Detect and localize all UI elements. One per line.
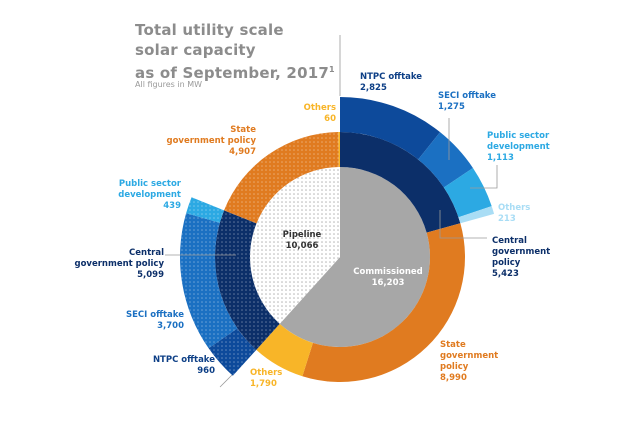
leader-line [219,374,233,388]
outer-slice-pipeline-ntpc-offtake-pattern [208,328,257,376]
label-pipeline-central: Central government policy 5,099 [74,248,165,280]
middle-slice-commissioned-central-government-policy [340,132,461,233]
label-pipeline-public-sector: Public sector development 439 [118,179,181,211]
label-pipeline-seci: SECI offtake 3,700 [125,310,184,331]
outer-slice-pipeline-seci-offtake-pattern [180,213,238,349]
label-commissioned-seci: SECI offtake 1,275 [438,91,497,112]
middle-slice-commissioned-state-government-policy [302,223,465,382]
leader-line [439,210,487,239]
outer-slice-commissioned-seci-offtake [418,132,473,188]
outer-slice-pipeline-public-sector-development-pattern [186,197,225,223]
middle-slice-pipeline-others-pattern [338,132,340,168]
leader-line [470,165,498,189]
label-commissioned-central: Central government policy 5,423 [492,236,551,279]
label-commissioned-ntpc: NTPC offtake 2,825 [360,72,423,93]
label-commissioned: Commissioned 16,203 [353,267,423,288]
label-commissioned-public-sector: Public sector development 1,113 [487,131,550,163]
outer-slice-commissioned-public-sector-development [443,167,492,218]
inner-slice-commissioned [279,167,430,348]
outer-slice-commissioned-others [458,206,495,224]
label-pipeline: Pipeline 10,066 [282,230,322,251]
label-pipeline-others: Others 60 [303,103,336,124]
middle-slice-pipeline-state-government-policy-pattern [224,132,339,224]
label-commissioned-others: Others 1,790 [250,368,283,389]
label-pipeline-state: State government policy 4,907 [166,125,257,157]
label-pipeline-ntpc: NTPC offtake 960 [152,355,215,376]
label-commissioned-state: State government policy 8,990 [440,340,499,383]
middle-slice-commissioned-others [256,323,313,377]
inner-slice-pipeline [250,167,340,324]
chart-title: Total utility scale solar capacity as of S… [135,21,335,82]
chart-subtitle: All figures in MW [135,80,203,89]
outer-slice-commissioned-ntpc-offtake [340,97,441,160]
label-commissioned-others-outer: Others 213 [498,203,531,224]
middle-slice-pipeline-central-government-policy-pattern [215,210,280,350]
